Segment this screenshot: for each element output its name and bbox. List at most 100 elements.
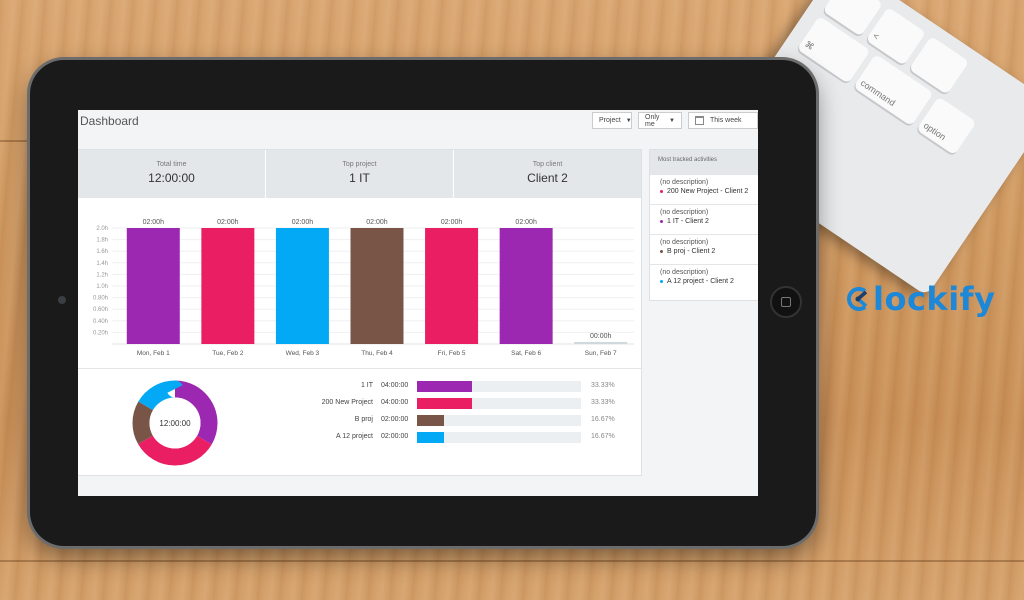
- breakdown-percent: 16.67%: [591, 416, 615, 423]
- chart-bar[interactable]: [126, 228, 180, 344]
- user-filter-dropdown[interactable]: Only me ▼: [638, 112, 682, 129]
- activity-project-label: A 12 project - Client 2: [667, 278, 734, 285]
- caret-down-icon: ▼: [669, 117, 675, 124]
- breakdown-bar-fill: [417, 415, 445, 426]
- breakdown-percent: 16.67%: [591, 433, 615, 440]
- date-range-label: This week: [710, 117, 742, 124]
- breakdown-row: A 12 project 02:00:00 16.67%: [78, 432, 641, 445]
- chart-bar[interactable]: [499, 228, 553, 344]
- stat-total-time: Total time 12:00:00: [78, 150, 266, 198]
- activity-project-label: B proj - Client 2: [667, 248, 716, 255]
- bar-data-label: 02:00h: [143, 219, 165, 226]
- activity-item[interactable]: (no description) A 12 project - Client 2: [650, 264, 758, 294]
- bar-data-label: 02:00h: [366, 219, 388, 226]
- x-tick-label: Sun, Feb 7: [585, 350, 617, 357]
- activity-project: A 12 project - Client 2: [660, 278, 758, 285]
- stat-label: Top project: [342, 161, 377, 168]
- activity-list: (no description) 200 New Project - Client…: [650, 174, 758, 294]
- date-range-picker[interactable]: This week: [688, 112, 758, 129]
- caret-down-icon: ▼: [625, 117, 632, 124]
- project-color-dot: [660, 280, 663, 283]
- breakdown-bar-fill: [417, 398, 472, 409]
- bar-data-label: 02:00h: [515, 219, 537, 226]
- breakdown-percent: 33.33%: [591, 399, 615, 406]
- stat-label: Top client: [532, 161, 563, 168]
- project-breakdown: 12:00:00 1 IT 04:00:00 33.33% 200 New Proje…: [78, 368, 641, 476]
- breakdown-project-name: 1 IT: [360, 382, 373, 389]
- breakdown-time: 02:00:00: [381, 416, 409, 423]
- chart-bar[interactable]: [425, 228, 479, 344]
- x-tick-label: Fri, Feb 5: [438, 350, 466, 357]
- y-tick-label: 1.2h: [96, 272, 108, 278]
- donut-center-label: 12:00:00: [159, 419, 191, 428]
- daily-bar-chart: 2.0h 1.8h 1.6h 1.4h 1.2h 1.0h 0.80h 0.60h 0.40h 0…: [93, 219, 634, 357]
- project-color-dot: [660, 190, 663, 193]
- activity-item[interactable]: (no description) 200 New Project - Client…: [650, 174, 758, 204]
- home-button[interactable]: [770, 286, 802, 318]
- x-tick-label: Tue, Feb 2: [212, 350, 244, 357]
- y-tick-label: 0.20h: [93, 330, 108, 336]
- stat-top-project: Top project 1 IT: [266, 150, 454, 198]
- activity-project: B proj - Client 2: [660, 248, 758, 255]
- x-tick-label: Wed, Feb 3: [286, 350, 320, 357]
- most-tracked-title: Most tracked activities: [650, 150, 758, 174]
- project-color-dot: [660, 220, 663, 223]
- y-tick-label: 1.8h: [96, 238, 108, 244]
- breakdown-row: 1 IT 04:00:00 33.33%: [78, 381, 641, 394]
- project-donut-chart: 12:00:00: [132, 380, 218, 466]
- chart-bar[interactable]: [574, 342, 628, 344]
- user-filter-label: Only me: [645, 113, 660, 128]
- breakdown-bar-track: [417, 381, 581, 392]
- y-tick-label: 0.40h: [93, 319, 108, 325]
- y-tick-label: 1.4h: [96, 261, 108, 267]
- page-title: Dashboard: [80, 114, 139, 128]
- clockify-logo-icon: [847, 287, 868, 311]
- breakdown-row: B proj 02:00:00 16.67%: [78, 415, 641, 428]
- donut-slice[interactable]: [132, 380, 218, 466]
- breakdown-bar-track: [417, 398, 581, 409]
- activity-project: 1 IT - Client 2: [660, 218, 758, 225]
- wood-grain-line: [0, 560, 1024, 562]
- bar-data-label: 00:00h: [590, 333, 612, 340]
- chart-bar[interactable]: [201, 228, 255, 344]
- breakdown-project-name: 200 New Project: [321, 399, 373, 406]
- breakdown-percent: 33.33%: [591, 382, 615, 389]
- x-tick-label: Sat, Feb 6: [511, 350, 541, 357]
- breakdown-bar-track: [417, 432, 581, 443]
- breakdown-time: 04:00:00: [381, 382, 409, 389]
- tablet: Dashboard Project ▼ Only me ▼ This week …: [30, 60, 816, 546]
- most-tracked-panel: Most tracked activities (no description)…: [650, 150, 758, 300]
- chart-bar[interactable]: [275, 228, 329, 344]
- clockify-logo-text: lockify: [873, 280, 996, 318]
- stat-top-client: Top client Client 2: [454, 150, 641, 198]
- activity-description: (no description): [660, 209, 709, 216]
- stats-bar: Total time 12:00:00 Top project 1 IT Top…: [78, 150, 641, 198]
- x-tick-label: Mon, Feb 1: [137, 350, 170, 357]
- breakdown-bar-track: [417, 415, 581, 426]
- project-filter-dropdown[interactable]: Project ▼: [592, 112, 632, 129]
- bar-data-label: 02:00h: [217, 219, 239, 226]
- donut-slice[interactable]: [132, 380, 218, 466]
- clockify-logo: lockify: [846, 280, 995, 318]
- donut-slice[interactable]: [132, 380, 218, 466]
- bar-data-label: 02:00h: [441, 219, 463, 226]
- activity-project-label: 200 New Project - Client 2: [667, 188, 749, 195]
- calendar-icon: [695, 116, 704, 125]
- app-screen: Dashboard Project ▼ Only me ▼ This week …: [78, 110, 758, 496]
- activity-description: (no description): [660, 269, 709, 276]
- activity-item[interactable]: (no description) 1 IT - Client 2: [650, 204, 758, 234]
- activity-description: (no description): [660, 239, 709, 246]
- stat-label: Total time: [156, 161, 187, 168]
- bar-data-label: 02:00h: [292, 219, 314, 226]
- breakdown-time: 02:00:00: [381, 433, 409, 440]
- breakdown-project-name: A 12 project: [336, 433, 373, 440]
- chart-bar[interactable]: [350, 228, 404, 344]
- breakdown-bar-fill: [417, 381, 472, 392]
- activity-description: (no description): [660, 179, 709, 186]
- y-tick-label: 0.80h: [93, 296, 108, 302]
- project-filter-label: Project: [599, 117, 621, 124]
- activity-item[interactable]: (no description) B proj - Client 2: [650, 234, 758, 264]
- stat-value: Client 2: [527, 171, 568, 185]
- y-tick-label: 2.0h: [96, 226, 108, 232]
- stat-value: 12:00:00: [148, 171, 195, 185]
